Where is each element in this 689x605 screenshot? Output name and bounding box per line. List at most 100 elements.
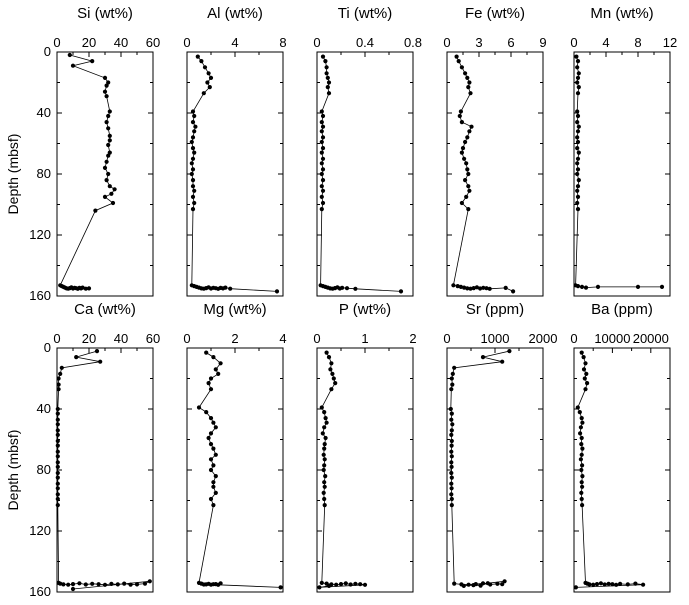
mn-wt-point <box>583 285 589 290</box>
ba-ppm-point <box>580 446 585 451</box>
p-wt-point <box>343 581 348 586</box>
fe-wt-panel: Fe (wt%) 0 3 6 9 <box>443 5 547 297</box>
p-wt-frame <box>316 347 414 593</box>
fe-wt-point <box>460 146 466 151</box>
al-wt-point <box>274 289 280 294</box>
ti-wt-series-line <box>320 56 402 292</box>
ca-wt-title: Ca (wt%) <box>74 301 136 318</box>
ca-wt-point <box>55 496 60 502</box>
ti-wt-point <box>320 167 326 172</box>
ba-ppm-xtick-label: 20000 <box>633 331 669 346</box>
ca-wt-point <box>55 492 60 497</box>
mn-wt-title: Mn (wt%) <box>590 5 653 22</box>
sr-ppm-point <box>449 376 454 381</box>
si-wt-point <box>104 120 109 125</box>
p-wt-panel: P (wt%) 0 1 2 <box>313 301 417 593</box>
al-wt-panel: Al (wt%) 0 4 8 <box>183 5 287 297</box>
p-wt-point <box>323 416 328 421</box>
mg-wt-point <box>278 585 283 590</box>
sr-ppm-point <box>461 583 466 589</box>
si-wt-point <box>80 285 85 290</box>
si-wt-point <box>86 286 92 291</box>
sr-ppm-point <box>452 581 457 586</box>
sr-ppm-series-line <box>450 350 510 587</box>
mn-wt-point <box>574 54 579 59</box>
fe-wt-point <box>474 285 479 290</box>
p-wt-point <box>321 452 326 457</box>
mn-wt-point <box>595 284 601 289</box>
mg-wt-point <box>208 416 214 421</box>
ca-wt-point <box>55 411 60 416</box>
ti-wt-point <box>398 289 404 294</box>
ba-ppm-point <box>573 585 579 590</box>
ti-wt-point <box>323 59 328 64</box>
mg-wt-point <box>208 457 214 462</box>
ti-wt-point <box>324 71 329 76</box>
ti-wt-point <box>320 156 326 161</box>
p-wt-point <box>322 446 327 451</box>
mg-wt-frame <box>186 347 284 593</box>
ca-wt-ytick-label: 120 <box>29 523 51 538</box>
ti-wt-point <box>320 113 326 119</box>
mn-wt-point <box>579 284 585 289</box>
mg-wt-point <box>211 355 216 360</box>
mn-wt-point <box>576 71 581 76</box>
mn-wt-point <box>575 184 581 189</box>
mg-wt-point <box>206 381 211 386</box>
mg-wt-point <box>208 431 214 436</box>
ca-wt-point <box>55 422 60 427</box>
p-wt-point <box>322 463 327 468</box>
p-wt-point <box>326 355 332 360</box>
ba-ppm-point <box>598 581 604 586</box>
ca-wt-ytick-label: 40 <box>37 401 51 416</box>
ba-ppm-point <box>580 420 585 425</box>
ti-wt-point <box>320 178 326 183</box>
fe-wt-point <box>467 188 472 193</box>
ca-wt-point <box>115 582 120 587</box>
al-wt-point <box>192 129 197 134</box>
mn-wt-point <box>575 284 581 289</box>
si-wt-ytick-label: 80 <box>37 166 51 181</box>
ca-wt-point <box>77 581 82 586</box>
ca-wt-point <box>55 464 60 469</box>
ba-ppm-point <box>580 484 585 489</box>
ba-ppm-xtick-label: 0 <box>570 331 577 346</box>
ca-wt-xtick-label: 40 <box>114 331 128 346</box>
sr-ppm-point <box>449 411 454 416</box>
ti-wt-point <box>325 85 330 90</box>
sr-ppm-point <box>449 443 454 448</box>
mg-wt-xtick-label: 2 <box>231 331 238 346</box>
fe-wt-point <box>459 150 464 155</box>
si-wt-ylabel: Depth (mbsf) <box>5 134 21 215</box>
p-wt-point <box>331 376 336 381</box>
sr-ppm-point <box>449 496 454 502</box>
fe-wt-point <box>459 120 464 125</box>
al-wt-point <box>190 109 196 114</box>
fe-wt-point <box>459 200 464 206</box>
al-wt-xtick-label: 4 <box>231 35 238 50</box>
ti-wt-xtick-label: 0.8 <box>404 35 422 50</box>
al-wt-point <box>192 150 197 155</box>
al-wt-point <box>202 65 208 70</box>
mn-wt-point <box>575 194 581 199</box>
ti-wt-point <box>320 146 326 151</box>
si-wt-xtick-label: 0 <box>53 35 60 50</box>
sr-ppm-point <box>449 454 454 459</box>
fe-wt-xtick-label: 3 <box>475 35 482 50</box>
ca-wt-point <box>55 486 60 491</box>
ca-wt-point <box>134 582 140 587</box>
mn-wt-xtick-label: 8 <box>634 35 641 50</box>
ca-wt-point <box>98 359 103 364</box>
al-wt-point <box>190 135 196 140</box>
p-wt-point <box>348 582 353 587</box>
p-wt-point <box>329 361 334 366</box>
mg-wt-point <box>196 405 202 410</box>
ba-ppm-point <box>579 496 584 502</box>
mn-wt-point <box>575 207 581 212</box>
mn-wt-point <box>575 171 580 177</box>
ti-wt-point <box>325 75 330 80</box>
fe-wt-point <box>467 129 472 134</box>
ca-wt-point <box>83 582 88 587</box>
al-wt-point <box>192 200 197 206</box>
mg-wt-point <box>201 582 206 587</box>
